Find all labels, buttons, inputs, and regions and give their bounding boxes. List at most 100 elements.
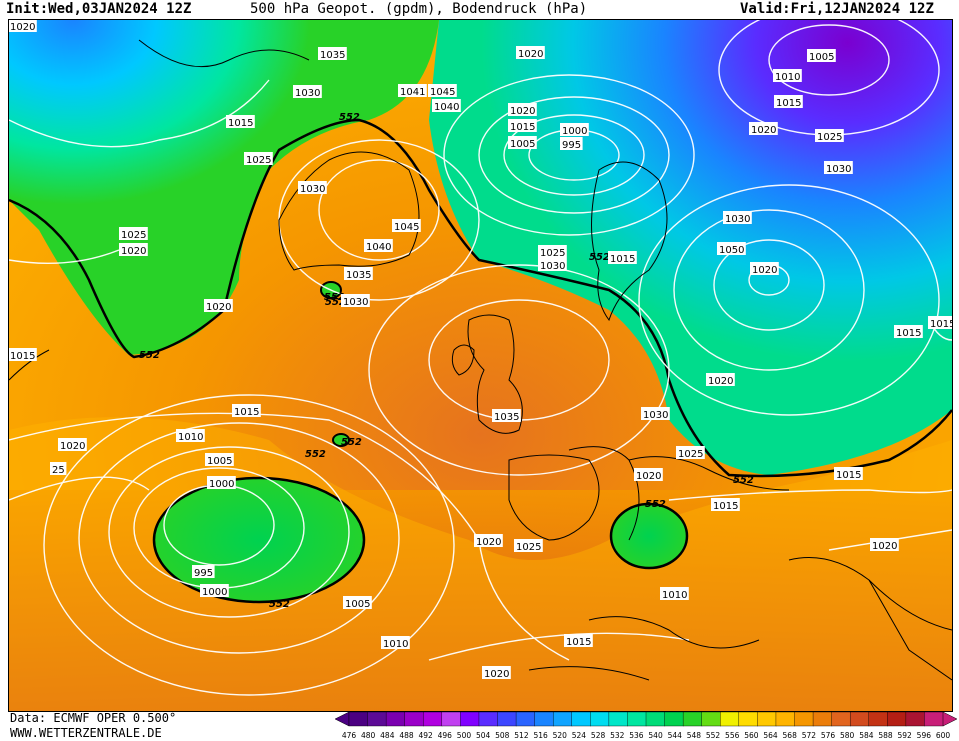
colorbar-tick-label: 532 bbox=[610, 731, 625, 740]
data-source: Data: ECMWF OPER 0.500° bbox=[10, 711, 177, 725]
pressure-label-bg bbox=[608, 251, 637, 264]
pressure-label: 1000 bbox=[560, 123, 589, 137]
pressure-label: 1020 bbox=[482, 666, 511, 680]
geopotential-label: 552 bbox=[589, 252, 610, 263]
pressure-label-bg bbox=[815, 129, 844, 142]
colorbar-swatch bbox=[794, 712, 814, 727]
pressure-label-bg bbox=[774, 95, 803, 108]
pressure-label: 1020 bbox=[749, 122, 778, 136]
pressure-label-text: 1025 bbox=[516, 542, 541, 553]
pressure-label: 1015 bbox=[508, 119, 537, 133]
pressure-label: 1015 bbox=[226, 115, 255, 129]
colorbar-swatch bbox=[608, 712, 628, 727]
colorbar-tick-label: 524 bbox=[572, 731, 587, 740]
colorbar-swatch bbox=[348, 712, 369, 727]
pressure-label-text: 1020 bbox=[484, 669, 509, 680]
pressure-label-bg bbox=[492, 409, 521, 422]
pressure-label-bg bbox=[119, 243, 148, 256]
pressure-label-text: 1005 bbox=[809, 52, 834, 63]
pressure-label-bg bbox=[641, 407, 670, 420]
pressure-label-text: 1030 bbox=[295, 88, 320, 99]
pressure-label-text: 1020 bbox=[518, 49, 543, 60]
pressure-label-text: 1040 bbox=[366, 242, 391, 253]
pressure-label: 1030 bbox=[298, 181, 327, 195]
geopotential-label: 552 bbox=[733, 475, 754, 486]
pressure-label: 1050 bbox=[717, 242, 746, 256]
colorbar-swatch bbox=[887, 712, 907, 727]
pressure-label: 1015 bbox=[834, 467, 863, 481]
geopotential-label: 552 bbox=[339, 112, 360, 123]
pressure-label: 1030 bbox=[824, 161, 853, 175]
pressure-label-text: 1015 bbox=[836, 470, 861, 481]
pressure-label-bg bbox=[226, 115, 255, 128]
pressure-label: 1005 bbox=[343, 596, 372, 610]
pressure-label-text: 1030 bbox=[826, 164, 851, 175]
init-value: Wed,03JAN2024 12Z bbox=[48, 1, 192, 17]
pressure-label-text: 1020 bbox=[752, 265, 777, 276]
pressure-label-text: 1015 bbox=[510, 122, 535, 133]
pressure-label-bg bbox=[432, 99, 461, 112]
geopotential-label: 552 bbox=[645, 499, 666, 510]
pressure-label-text: 1030 bbox=[300, 184, 325, 195]
colorbar-tick-label: 520 bbox=[553, 731, 568, 740]
pressure-label-bg bbox=[58, 438, 87, 451]
pressure-label: 1035 bbox=[492, 409, 521, 423]
pressure-label-text: 1015 bbox=[566, 637, 591, 648]
colorbar-tick-label: 476 bbox=[342, 731, 357, 740]
geopotential-label: 552 bbox=[269, 599, 290, 610]
colorbar-tick-label: 580 bbox=[840, 731, 855, 740]
pressure-label: 1045 bbox=[428, 84, 457, 98]
colorbar-swatch bbox=[849, 712, 870, 727]
colorbar-tick-label: 504 bbox=[476, 731, 491, 740]
pressure-label: 1015 bbox=[711, 498, 740, 512]
colorbar-tick-label: 600 bbox=[936, 731, 951, 740]
pressure-label-bg bbox=[474, 534, 503, 547]
pressure-label: 1015 bbox=[774, 95, 803, 109]
colorbar-swatches bbox=[335, 712, 957, 727]
pressure-label: 1020 bbox=[516, 46, 545, 60]
pressure-label-text: 1005 bbox=[345, 599, 370, 610]
colorbar-swatch bbox=[720, 712, 740, 727]
pressure-labels: 1035 1030 1015 1025 1030 1025 1020 1020 1041 1045… bbox=[9, 20, 952, 680]
colorbar-swatch bbox=[868, 712, 888, 727]
pressure-label-bg bbox=[482, 666, 511, 679]
pressure-label-text: 1020 bbox=[121, 246, 146, 257]
colorbar-swatch bbox=[460, 712, 480, 727]
pressure-label-bg bbox=[341, 294, 370, 307]
pressure-label-bg bbox=[660, 587, 689, 600]
pressure-label-bg bbox=[9, 20, 37, 32]
colorbar-arrow-left bbox=[335, 712, 350, 727]
colorbar-tick-label: 596 bbox=[917, 731, 932, 740]
pressure-label: 1000 bbox=[200, 584, 229, 598]
valid-value: Fri,12JAN2024 12Z bbox=[790, 1, 934, 17]
pressure-label: 1030 bbox=[641, 407, 670, 421]
pressure-label-text: 1010 bbox=[178, 432, 203, 443]
pressure-label-bg bbox=[50, 462, 67, 475]
colorbar-swatch bbox=[738, 712, 758, 727]
colorbar-tick-label: 512 bbox=[514, 731, 529, 740]
colorbar-tick-label: 552 bbox=[706, 731, 721, 740]
pressure-label: 1035 bbox=[318, 47, 347, 61]
colorbar-tick-label: 528 bbox=[591, 731, 606, 740]
colorbar-swatch bbox=[775, 712, 795, 727]
pressure-label-text: 1020 bbox=[872, 541, 897, 552]
init-label: Init: bbox=[6, 1, 49, 17]
pressure-label-bg bbox=[204, 299, 233, 312]
pressure-label-text: 1020 bbox=[751, 125, 776, 136]
pressure-label-text: 1025 bbox=[121, 230, 146, 241]
pressure-label-bg bbox=[514, 539, 543, 552]
valid-label: Valid: bbox=[740, 1, 791, 17]
colorbar-swatch bbox=[404, 712, 424, 727]
pressure-label: 1025 bbox=[514, 539, 543, 553]
colorbar-swatch bbox=[441, 712, 461, 727]
pressure-label-bg bbox=[560, 137, 583, 150]
geopotential-label: 552 bbox=[305, 449, 326, 460]
colorbar-swatch bbox=[385, 712, 406, 727]
geopotential-label: 552 bbox=[139, 350, 160, 361]
colorbar-tick-label: 544 bbox=[668, 731, 683, 740]
pressure-label-text: 1020 bbox=[476, 537, 501, 548]
pressure-label-bg bbox=[508, 136, 537, 149]
colorbar-tick-label: 488 bbox=[399, 731, 414, 740]
colorbar-tick-label: 480 bbox=[361, 731, 376, 740]
